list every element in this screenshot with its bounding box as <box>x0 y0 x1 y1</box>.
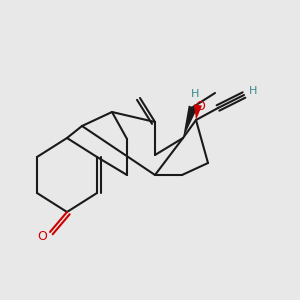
Text: O: O <box>195 100 205 113</box>
Polygon shape <box>194 104 202 120</box>
Text: O: O <box>37 230 47 242</box>
Polygon shape <box>183 106 197 138</box>
Text: H: H <box>191 89 199 99</box>
Text: H: H <box>249 86 257 96</box>
